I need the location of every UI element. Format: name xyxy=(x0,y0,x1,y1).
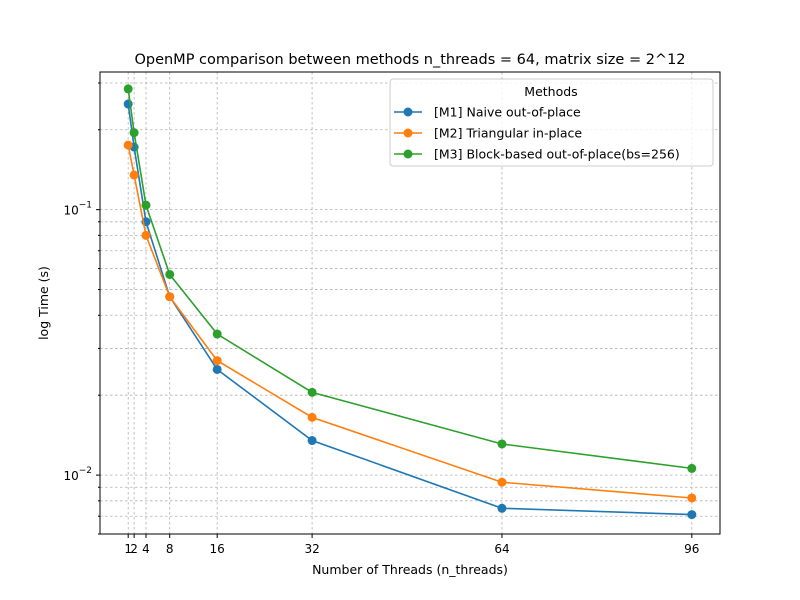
data-point xyxy=(212,329,222,339)
legend-label: [M2] Triangular in-place xyxy=(434,126,582,141)
chart-title: OpenMP comparison between methods n_thre… xyxy=(134,52,685,68)
series-3 xyxy=(123,84,697,473)
plot-area xyxy=(99,71,721,535)
tick-layer: 12 4 8 16 32 64 96 10−1 10−2 xyxy=(63,82,699,556)
legend-box xyxy=(389,78,714,167)
data-point xyxy=(141,230,151,240)
x-tick-label: 2 xyxy=(130,542,138,556)
y-axis-label: log Time (s) xyxy=(36,266,51,340)
legend-marker xyxy=(403,128,413,138)
x-tick-label: 8 xyxy=(166,542,174,556)
data-point xyxy=(123,140,133,150)
data-point xyxy=(212,356,222,366)
data-point xyxy=(497,503,507,513)
legend-label: [M1] Naive out-of-place xyxy=(434,105,581,120)
legend-marker xyxy=(403,107,413,117)
x-tick-label: 64 xyxy=(494,542,509,556)
y-tick-label: 10−1 xyxy=(63,201,92,218)
x-axis-label: Number of Threads (n_threads) xyxy=(312,562,508,577)
x-tick-label: 32 xyxy=(304,542,319,556)
data-point xyxy=(687,510,697,520)
legend-label: [M3] Block-based out-of-place(bs=256) xyxy=(434,147,680,162)
series-line xyxy=(127,103,692,516)
series-layer xyxy=(123,84,697,520)
series-2 xyxy=(123,140,697,503)
data-point xyxy=(123,84,133,94)
data-point xyxy=(497,477,507,487)
legend-entry-1: [M1] Naive out-of-place xyxy=(394,105,581,120)
legend-marker xyxy=(403,149,413,159)
legend-entry-3: [M3] Block-based out-of-place(bs=256) xyxy=(394,147,680,162)
legend-entry-2: [M2] Triangular in-place xyxy=(394,126,582,141)
legend: Methods [M1] Naive out-of-place [M2] Tria… xyxy=(389,78,714,167)
data-point xyxy=(165,269,175,279)
x-tick-label: 4 xyxy=(142,542,150,556)
x-tick-label: 1 xyxy=(124,542,132,556)
x-tick-label: 96 xyxy=(684,542,699,556)
data-point xyxy=(165,292,175,302)
data-point xyxy=(307,387,317,397)
data-point xyxy=(129,170,139,180)
series-line xyxy=(127,144,692,499)
data-point xyxy=(687,463,697,473)
data-point xyxy=(497,439,507,449)
x-tick-label: 16 xyxy=(210,542,225,556)
data-point xyxy=(129,128,139,138)
legend-title: Methods xyxy=(524,84,577,99)
series-line xyxy=(127,88,692,470)
data-point xyxy=(141,200,151,210)
data-point xyxy=(687,493,697,503)
data-point xyxy=(212,364,222,374)
data-point xyxy=(307,412,317,422)
y-tick-label: 10−2 xyxy=(63,466,92,483)
data-point xyxy=(307,436,317,446)
